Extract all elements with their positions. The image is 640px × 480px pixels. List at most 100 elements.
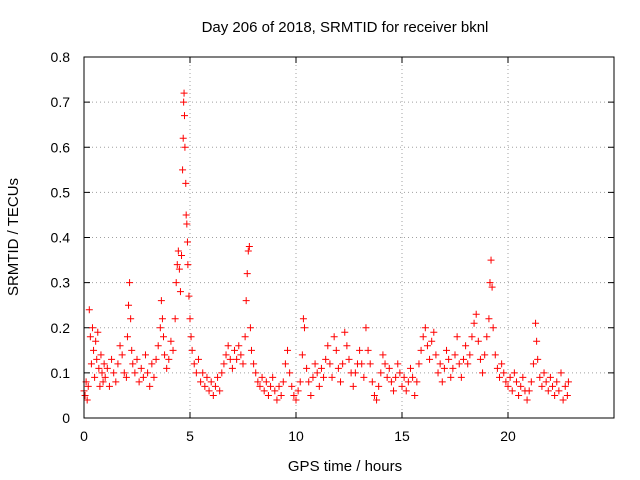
data-markers: [80, 89, 572, 404]
data-point: [243, 270, 251, 278]
data-point: [129, 360, 137, 368]
data-point: [536, 373, 544, 381]
data-point: [387, 378, 395, 386]
data-point: [180, 112, 188, 120]
data-point: [500, 369, 508, 377]
data-point: [194, 355, 202, 363]
data-point: [258, 373, 266, 381]
data-point: [559, 396, 567, 404]
data-point: [453, 333, 461, 341]
data-point: [90, 346, 98, 354]
data-point: [398, 382, 406, 390]
data-point: [247, 346, 255, 354]
data-point: [426, 355, 434, 363]
data-point: [326, 360, 334, 368]
data-point: [468, 333, 476, 341]
data-point: [284, 346, 292, 354]
data-point: [557, 369, 565, 377]
data-point: [345, 355, 353, 363]
data-point: [167, 337, 175, 345]
data-point: [479, 369, 487, 377]
data-point: [298, 351, 306, 359]
data-point: [99, 378, 107, 386]
data-point: [216, 387, 224, 395]
data-point: [311, 360, 319, 368]
data-point: [139, 373, 147, 381]
data-point: [373, 396, 381, 404]
data-point: [379, 351, 387, 359]
data-point: [320, 373, 328, 381]
data-point: [100, 360, 108, 368]
data-point: [292, 396, 300, 404]
data-point: [515, 391, 523, 399]
data-point: [197, 378, 205, 386]
data-point: [233, 355, 241, 363]
y-tick-labels: 0 0.1 0.2 0.3 0.4 0.5 0.6 0.7 0.8: [51, 49, 71, 426]
data-point: [415, 360, 423, 368]
data-point: [279, 378, 287, 386]
data-point: [440, 364, 448, 372]
data-point: [419, 333, 427, 341]
data-point: [88, 324, 96, 332]
data-point: [360, 373, 368, 381]
data-point: [174, 247, 182, 255]
data-point: [525, 387, 533, 395]
data-point: [275, 382, 283, 390]
x-tick-label: 5: [186, 428, 194, 444]
data-point: [406, 364, 414, 372]
data-point: [481, 351, 489, 359]
data-point: [179, 134, 187, 142]
data-point: [91, 373, 99, 381]
data-point: [317, 364, 325, 372]
data-point: [493, 364, 501, 372]
data-point: [517, 382, 525, 390]
data-point: [144, 369, 152, 377]
data-point: [224, 342, 232, 350]
data-point: [343, 342, 351, 350]
data-point: [161, 351, 169, 359]
data-point: [118, 351, 126, 359]
data-point: [385, 364, 393, 372]
data-point: [135, 378, 143, 386]
data-point: [137, 364, 145, 372]
data-point: [207, 378, 215, 386]
data-point: [328, 373, 336, 381]
data-point: [300, 324, 308, 332]
data-point: [381, 360, 389, 368]
y-tick-label: 0.2: [51, 320, 71, 336]
data-point: [488, 283, 496, 291]
data-point: [87, 360, 95, 368]
data-point: [449, 364, 457, 372]
data-point: [141, 351, 149, 359]
data-point: [351, 369, 359, 377]
data-point: [286, 369, 294, 377]
data-point: [97, 351, 105, 359]
data-point: [506, 373, 514, 381]
chart-title: Day 206 of 2018, SRMTID for receiver bkn…: [202, 19, 489, 36]
y-tick-label: 0: [62, 410, 70, 426]
data-point: [92, 337, 100, 345]
data-point: [474, 337, 482, 345]
data-point: [178, 252, 186, 260]
data-point: [364, 346, 372, 354]
data-point: [510, 369, 518, 377]
data-point: [447, 373, 455, 381]
data-point: [455, 360, 463, 368]
data-point: [175, 265, 183, 273]
data-point: [375, 382, 383, 390]
data-point: [438, 378, 446, 386]
data-point: [383, 373, 391, 381]
data-point: [173, 261, 181, 269]
data-point: [421, 324, 429, 332]
data-point: [281, 360, 289, 368]
data-point: [532, 319, 540, 327]
data-point: [152, 355, 160, 363]
data-point: [322, 355, 330, 363]
data-point: [483, 333, 491, 341]
data-point: [131, 369, 139, 377]
data-point: [489, 324, 497, 332]
data-point: [434, 369, 442, 377]
data-point: [95, 364, 103, 372]
data-point: [519, 373, 527, 381]
data-point: [184, 261, 192, 269]
